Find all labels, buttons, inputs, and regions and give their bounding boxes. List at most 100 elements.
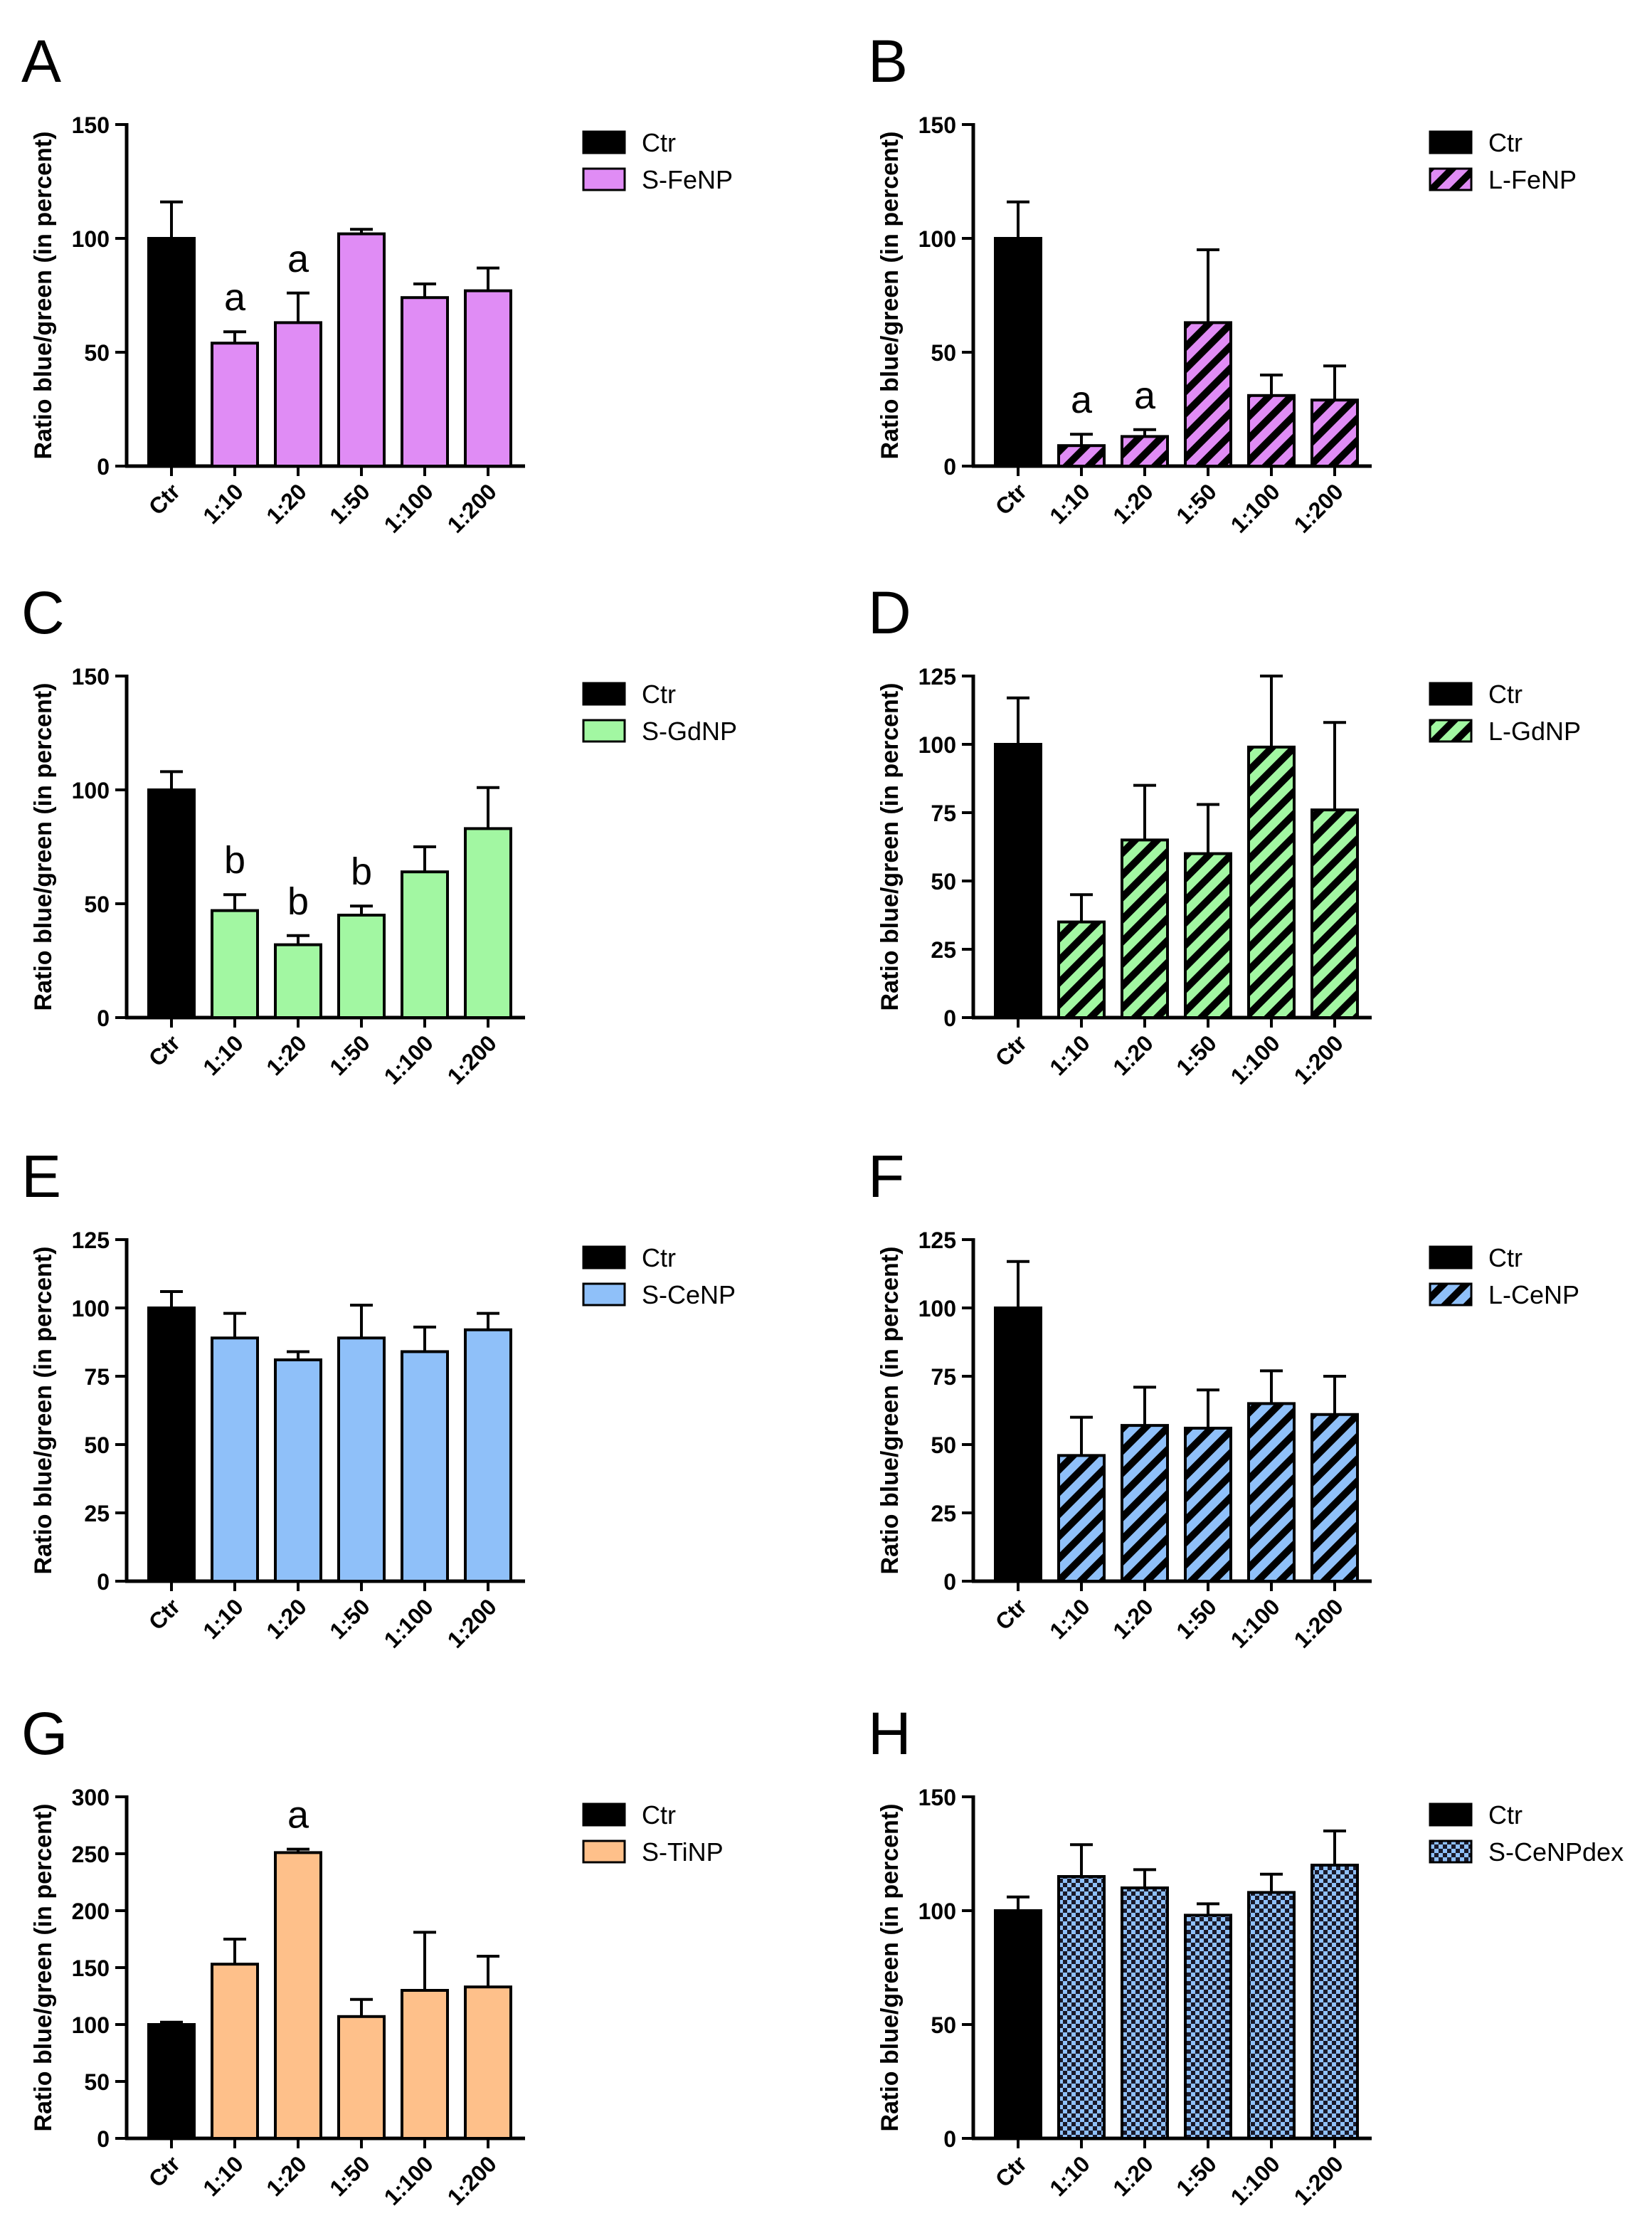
legend-swatch bbox=[582, 1245, 626, 1270]
legend-label: S-FeNP bbox=[642, 165, 733, 194]
y-tick-label: 75 bbox=[931, 1364, 956, 1390]
y-tick-label: 0 bbox=[943, 1005, 956, 1031]
significance-label: a bbox=[1134, 374, 1156, 417]
y-axis-label: Ratio blue/green (in percent) bbox=[30, 1247, 57, 1575]
panel-letter: C bbox=[21, 579, 65, 646]
y-tick-label: 125 bbox=[918, 1228, 956, 1253]
bar-Ctr bbox=[994, 237, 1042, 468]
bar-1:50 bbox=[337, 914, 386, 1019]
x-tick-label: 1:10 bbox=[1044, 1593, 1095, 1644]
legend-swatch bbox=[1429, 682, 1473, 706]
legend-swatch bbox=[582, 1802, 626, 1827]
x-tick-label: 1:50 bbox=[324, 478, 375, 529]
legend-label: S-TiNP bbox=[642, 1837, 724, 1867]
legend-label: Ctr bbox=[1488, 680, 1523, 709]
x-tick-label: Ctr bbox=[990, 478, 1032, 519]
panel-letter: F bbox=[868, 1143, 904, 1210]
bar-1:100 bbox=[401, 1989, 449, 2140]
y-tick-label: 100 bbox=[918, 1296, 956, 1321]
x-tick-label: 1:20 bbox=[261, 1030, 312, 1080]
panel-F: F Ratio blue/green (in percent) 0 25 50 75 100… bbox=[868, 1143, 1579, 1653]
y-tick-label: 50 bbox=[84, 340, 110, 366]
legend-label: L-FeNP bbox=[1488, 165, 1577, 194]
x-tick-label: 1:50 bbox=[324, 1030, 375, 1080]
panel-letter: H bbox=[868, 1700, 911, 1767]
x-tick-label: 1:20 bbox=[261, 2150, 312, 2201]
panel-E: E Ratio blue/green (in percent) 0 25 50 75 100… bbox=[21, 1143, 736, 1653]
y-tick-label: 25 bbox=[84, 1501, 110, 1526]
bar-1:200 bbox=[1311, 1413, 1359, 1583]
bar-Ctr bbox=[147, 788, 196, 1019]
significance-label: b bbox=[287, 880, 309, 923]
bar-1:20 bbox=[274, 321, 322, 468]
panel-A: A Ratio blue/green (in percent) 0 50 100 150 C… bbox=[21, 28, 733, 538]
legend-label: Ctr bbox=[642, 128, 676, 157]
x-tick-label: 1:200 bbox=[1289, 1593, 1348, 1652]
y-tick-label: 50 bbox=[84, 2069, 110, 2095]
bar-1:50 bbox=[337, 2015, 386, 2141]
bar-1:50 bbox=[1184, 852, 1232, 1019]
bar-1:20 bbox=[274, 1358, 322, 1583]
x-tick-label: 1:10 bbox=[1044, 1030, 1095, 1080]
bar-Ctr bbox=[994, 1909, 1042, 2140]
x-tick-label: 1:50 bbox=[1171, 478, 1222, 529]
x-tick-label: 1:200 bbox=[1289, 1030, 1348, 1089]
y-tick-label: 100 bbox=[72, 1296, 110, 1321]
bar-1:200 bbox=[1311, 398, 1359, 468]
y-tick-label: 100 bbox=[72, 226, 110, 252]
legend-label: Ctr bbox=[642, 1243, 676, 1272]
y-tick-label: 150 bbox=[918, 1785, 956, 1810]
legend-swatch bbox=[582, 719, 626, 743]
legend-swatch bbox=[582, 167, 626, 191]
x-tick-label: 1:20 bbox=[1108, 1593, 1158, 1644]
panel-C: C Ratio blue/green (in percent) 0 50 100 150 C… bbox=[21, 579, 737, 1089]
x-tick-label: 1:100 bbox=[379, 478, 438, 537]
y-tick-label: 100 bbox=[72, 2012, 110, 2038]
legend-swatch bbox=[1429, 130, 1473, 154]
bar-1:100 bbox=[401, 1350, 449, 1583]
y-tick-label: 50 bbox=[931, 1432, 956, 1458]
bar-1:10 bbox=[1057, 920, 1106, 1019]
x-tick-label: Ctr bbox=[990, 1593, 1032, 1635]
bar-Ctr bbox=[147, 2023, 196, 2140]
y-tick-label: 0 bbox=[943, 2126, 956, 2152]
bar-1:50 bbox=[1184, 321, 1232, 468]
y-tick-label: 125 bbox=[918, 664, 956, 690]
significance-label: a bbox=[287, 238, 309, 280]
x-tick-label: Ctr bbox=[990, 1030, 1032, 1071]
legend-swatch bbox=[582, 1840, 626, 1864]
y-axis-label: Ratio blue/green (in percent) bbox=[877, 683, 904, 1011]
bar-1:10 bbox=[211, 1336, 259, 1583]
bar-1:200 bbox=[464, 289, 512, 468]
bar-1:100 bbox=[1247, 1891, 1296, 2140]
panel-H: H Ratio blue/green (in percent) 0 50 100 150 C… bbox=[868, 1700, 1624, 2210]
bar-1:10 bbox=[211, 342, 259, 468]
y-axis-label: Ratio blue/green (in percent) bbox=[877, 1247, 904, 1575]
y-tick-label: 0 bbox=[97, 454, 110, 480]
legend-swatch bbox=[582, 130, 626, 154]
bar-1:50 bbox=[337, 232, 386, 468]
panel-B: B Ratio blue/green (in percent) 0 50 100 150 C… bbox=[868, 28, 1577, 538]
y-tick-label: 75 bbox=[931, 801, 956, 826]
bar-1:10 bbox=[1057, 1875, 1106, 2140]
bar-1:20 bbox=[274, 943, 322, 1019]
x-tick-label: Ctr bbox=[144, 478, 185, 519]
bar-1:20 bbox=[1121, 838, 1169, 1020]
legend-swatch bbox=[1429, 1840, 1473, 1864]
y-tick-label: 150 bbox=[72, 1955, 110, 1981]
bar-1:100 bbox=[1247, 394, 1296, 468]
bar-1:10 bbox=[211, 909, 259, 1019]
bar-1:20 bbox=[1121, 1886, 1169, 2140]
y-axis-label: Ratio blue/green (in percent) bbox=[30, 132, 57, 460]
bar-1:10 bbox=[1057, 1454, 1106, 1583]
y-axis-label: Ratio blue/green (in percent) bbox=[30, 1804, 57, 2132]
y-tick-label: 150 bbox=[72, 664, 110, 690]
legend-swatch bbox=[1429, 167, 1473, 191]
y-tick-label: 0 bbox=[943, 1569, 956, 1595]
y-tick-label: 50 bbox=[84, 892, 110, 917]
y-tick-label: 50 bbox=[931, 2012, 956, 2038]
y-tick-label: 150 bbox=[918, 112, 956, 138]
panel-G: G Ratio blue/green (in percent) 0 50 100 150 2… bbox=[21, 1700, 724, 2210]
x-tick-label: 1:20 bbox=[261, 478, 312, 529]
x-tick-label: Ctr bbox=[144, 1030, 185, 1071]
